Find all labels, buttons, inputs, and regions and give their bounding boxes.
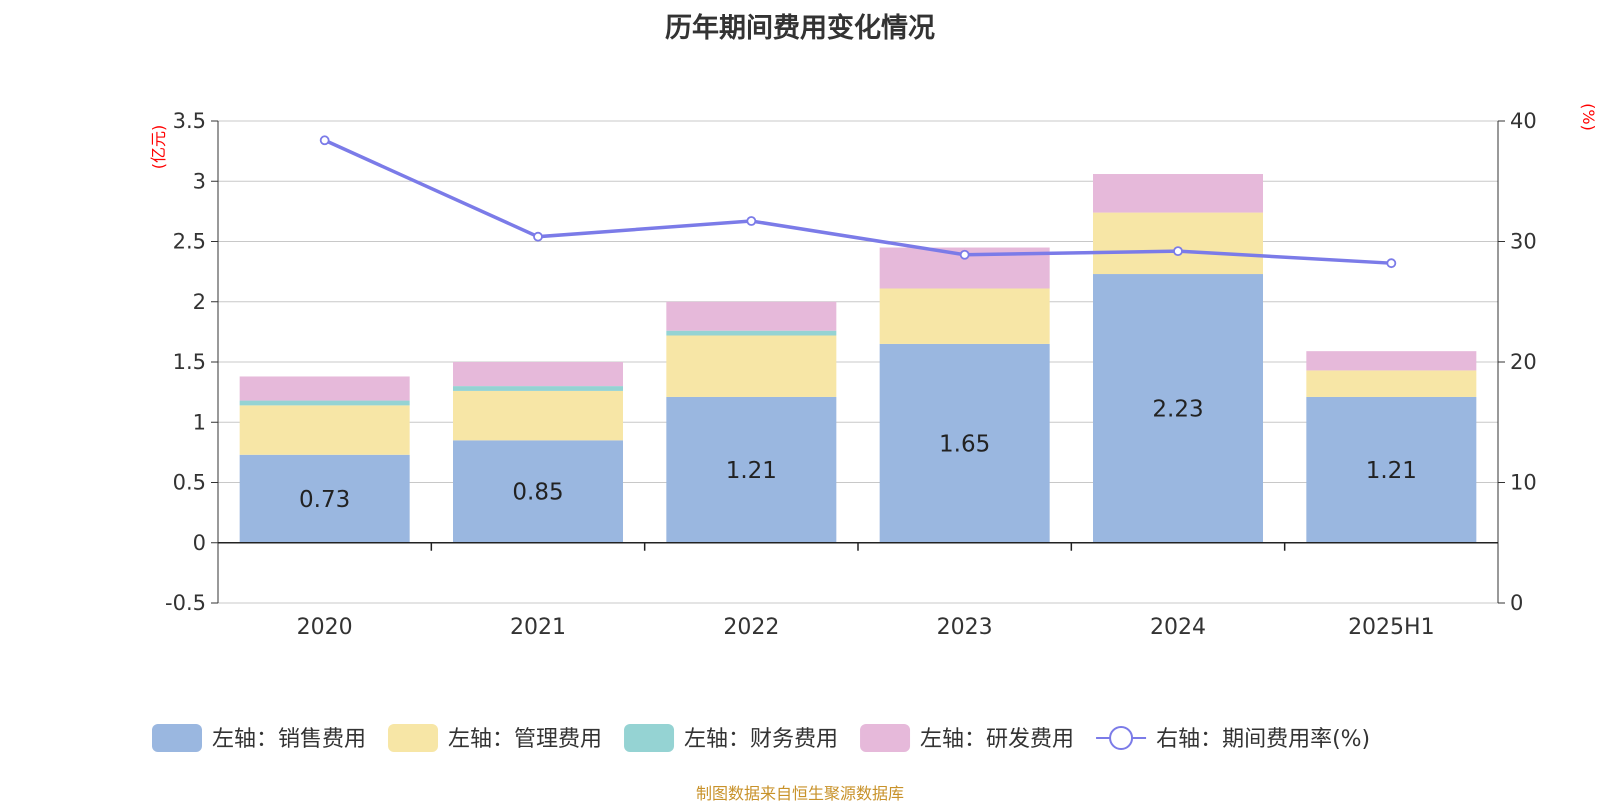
left-axis-tick-label: 1.5 (173, 350, 206, 374)
right-axis-tick-label: 20 (1510, 350, 1537, 374)
left-axis-tick-label: 1 (193, 410, 206, 434)
x-axis-tick-label: 2025H1 (1348, 615, 1435, 640)
rate-line-point (533, 231, 543, 242)
legend-label: 左轴：销售费用 (212, 727, 366, 752)
rate-line-point (1386, 258, 1397, 269)
legend-swatch-finance (624, 724, 675, 752)
data-labels: 0.73 0.85 1.21 1.65 2.23 1.21 (299, 396, 1417, 512)
bar-admin-2023 (879, 288, 1050, 344)
rate-line-point (746, 216, 757, 226)
data-label: 2.23 (1152, 396, 1203, 422)
bar-rd-2021 (453, 362, 623, 387)
left-axis-tick-label: 0.5 (173, 471, 206, 495)
rate-line (319, 135, 1397, 269)
right-axis-tick-label: 0 (1510, 591, 1523, 615)
bar-finance-2021 (453, 386, 623, 391)
rate-line-point (959, 249, 970, 260)
rate-line-path (323, 138, 1392, 265)
right-axis-tick-label: 40 (1510, 109, 1537, 133)
grid-lines (218, 120, 1498, 604)
bar-admin-2025H1 (1306, 370, 1477, 397)
bar-admin-2020 (239, 405, 410, 455)
data-label: 0.73 (299, 487, 350, 513)
bar-sales-2024 (1093, 274, 1263, 543)
legend-label: 左轴：管理费用 (448, 727, 602, 752)
axes: -0.5 0 0.5 1 1.5 2 2.5 3 3.5 0 10 20 30 40 2020 2021 202… (149, 103, 1598, 640)
bar-sales-2023 (879, 343, 1050, 543)
legend-label: 右轴：期间费用率(%) (1156, 727, 1370, 752)
x-axis-tick-label: 2023 (937, 615, 993, 640)
left-axis-tick-label: 2 (193, 290, 206, 314)
bar-finance-2022 (666, 330, 837, 336)
bar-admin-2021 (453, 390, 623, 441)
left-axis-tick-label: 3 (193, 169, 206, 193)
x-axis-tick-label: 2020 (297, 615, 353, 640)
bar-rd-2024 (1093, 174, 1263, 213)
bar-admin-2024 (1093, 212, 1263, 275)
left-axis-unit: (亿元) (149, 125, 168, 170)
bar-sales-2022 (666, 396, 837, 543)
left-axis-tick-label: 2.5 (173, 230, 206, 254)
legend-item-rate_line[interactable]: 右轴：期间费用率(%) (1096, 726, 1370, 752)
data-label: 1.65 (939, 431, 990, 457)
bar-sales-2020 (239, 454, 410, 543)
legend-label: 左轴：财务费用 (684, 727, 838, 752)
legend-swatch-rd (860, 724, 911, 752)
bars (239, 174, 1477, 543)
bar-finance-2020 (239, 400, 410, 406)
right-axis-unit: (%) (1579, 103, 1598, 131)
legend-item-finance[interactable]: 左轴：财务费用 (624, 724, 838, 752)
bar-sales-2021 (453, 440, 623, 543)
legend-item-admin[interactable]: 左轴：管理费用 (388, 724, 602, 752)
legend-label: 左轴：研发费用 (920, 727, 1074, 752)
source-note: 制图数据来自恒生聚源数据库 (695, 784, 904, 803)
legend-item-rd[interactable]: 左轴：研发费用 (860, 724, 1074, 752)
bar-sales-2025H1 (1306, 396, 1477, 543)
legend-swatch-sales (152, 724, 202, 752)
left-axis-tick-label: 3.5 (173, 109, 206, 133)
left-axis-tick-label: -0.5 (165, 591, 206, 615)
legend-swatch-admin (388, 724, 439, 752)
rate-line-point (1173, 246, 1183, 257)
data-label: 0.85 (512, 480, 563, 506)
chart-title: 历年期间费用变化情况 (665, 13, 935, 44)
legend-marker (1109, 726, 1134, 750)
data-label: 1.21 (1366, 458, 1417, 484)
right-axis-tick-label: 30 (1510, 230, 1537, 254)
bar-rd-2020 (239, 376, 410, 401)
legend: 左轴：销售费用 左轴：管理费用 左轴：财务费用 左轴：研发费用 右轴：期间费用率(%) (152, 724, 1370, 752)
legend-item-sales[interactable]: 左轴：销售费用 (152, 724, 366, 752)
right-axis-tick-label: 10 (1510, 471, 1537, 495)
bar-rd-2022 (666, 301, 837, 331)
rate-line-point (319, 135, 330, 146)
bar-admin-2022 (666, 335, 837, 397)
left-axis-tick-label: 0 (193, 531, 206, 555)
data-label: 1.21 (726, 458, 777, 484)
x-axis-tick-label: 2021 (510, 615, 566, 640)
x-axis-tick-label: 2022 (723, 615, 779, 640)
bar-rd-2025H1 (1306, 351, 1477, 371)
x-axis-tick-label: 2024 (1150, 615, 1206, 640)
